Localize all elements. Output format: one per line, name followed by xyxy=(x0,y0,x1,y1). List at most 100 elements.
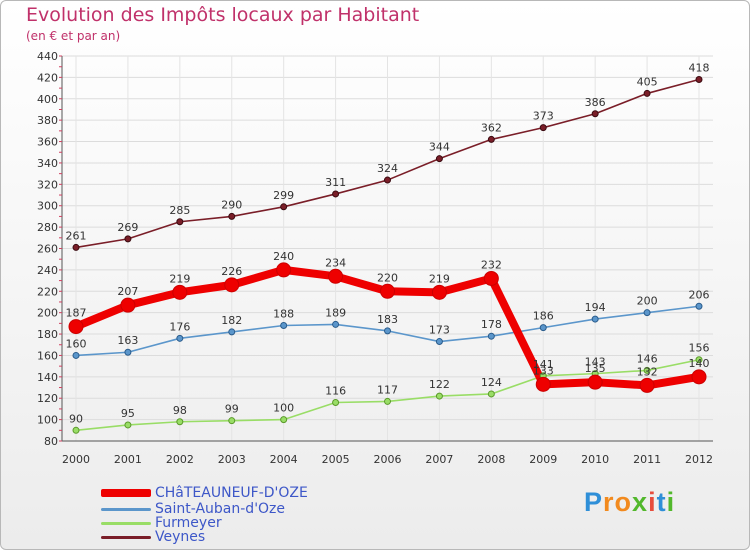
x-tick-label: 2000 xyxy=(62,453,90,466)
y-tick-label: 320 xyxy=(37,178,58,191)
x-tick-label: 2009 xyxy=(529,453,557,466)
data-label: 143 xyxy=(585,356,606,369)
data-label: 240 xyxy=(273,250,294,263)
logo-letter: x xyxy=(632,487,649,517)
data-label: 324 xyxy=(377,162,398,175)
y-tick-label: 100 xyxy=(37,414,58,427)
legend-item: Veynes xyxy=(101,530,205,544)
data-point xyxy=(435,392,443,400)
data-point xyxy=(176,334,184,342)
data-point xyxy=(276,262,292,278)
data-label: 269 xyxy=(117,221,138,234)
legend-label: CHâTEAUNEUF-D'OZE xyxy=(155,485,308,501)
y-tick-label: 240 xyxy=(37,264,58,277)
y-tick-label: 400 xyxy=(37,93,58,106)
data-label: 194 xyxy=(585,301,606,314)
data-label: 206 xyxy=(689,288,710,301)
data-label: 141 xyxy=(533,358,554,371)
legend-item: Furmeyer xyxy=(101,516,222,530)
data-point xyxy=(435,155,443,163)
y-tick-label: 180 xyxy=(37,328,58,341)
data-point xyxy=(487,390,495,398)
data-point xyxy=(124,235,132,243)
data-point xyxy=(124,421,132,429)
data-label: 290 xyxy=(221,198,242,211)
data-point xyxy=(332,320,340,328)
logo-letter: i xyxy=(648,487,657,517)
legend-swatch xyxy=(101,507,151,511)
data-points xyxy=(68,76,707,434)
tick-labels: 80 100 120 140 160 180 200 220 240 260 280 300 320 34… xyxy=(37,50,713,466)
data-label: 122 xyxy=(429,378,450,391)
data-label: 95 xyxy=(121,407,135,420)
x-tick-label: 2007 xyxy=(425,453,453,466)
data-point xyxy=(280,416,288,424)
data-label: 344 xyxy=(429,141,450,154)
data-labels: 261 269 285 290 299 311 324 344 362 373 386 405 418 9… xyxy=(66,62,710,426)
data-point xyxy=(328,268,344,284)
data-point xyxy=(68,319,84,335)
legend-label: Saint-Auban-d'Oze xyxy=(155,501,286,517)
data-label: 187 xyxy=(66,307,87,320)
y-tick-label: 420 xyxy=(37,71,58,84)
data-point xyxy=(695,302,703,310)
data-point xyxy=(591,315,599,323)
data-point xyxy=(535,376,551,392)
data-label: 405 xyxy=(637,75,658,88)
data-label: 219 xyxy=(429,272,450,285)
data-label: 90 xyxy=(69,412,83,425)
data-label: 160 xyxy=(66,337,87,350)
data-label: 189 xyxy=(325,306,346,319)
x-tick-label: 2001 xyxy=(114,453,142,466)
data-label: 188 xyxy=(273,308,294,321)
data-label: 234 xyxy=(325,256,346,269)
data-point xyxy=(487,332,495,340)
x-tick-label: 2002 xyxy=(166,453,194,466)
data-point xyxy=(172,284,188,300)
x-tick-label: 2006 xyxy=(374,453,402,466)
chart-title: Evolution des Impôts locaux par Habitant xyxy=(26,4,420,26)
logo-letter: r xyxy=(603,487,615,517)
data-label: 116 xyxy=(325,385,346,398)
data-point xyxy=(380,283,395,299)
proxiti-logo: Proxiti xyxy=(584,487,675,518)
data-point xyxy=(539,124,547,132)
y-tick-label: 440 xyxy=(37,50,58,63)
data-point xyxy=(332,190,340,198)
data-label: 100 xyxy=(273,402,294,415)
data-point xyxy=(691,369,707,385)
data-point xyxy=(280,203,288,211)
data-point xyxy=(431,284,447,300)
data-label: 261 xyxy=(66,229,87,242)
data-point xyxy=(228,212,236,220)
x-tick-label: 2010 xyxy=(581,453,609,466)
data-point xyxy=(695,76,703,84)
data-label: 178 xyxy=(481,318,502,331)
legend-label: Furmeyer xyxy=(155,515,222,531)
legend-swatch xyxy=(101,535,151,539)
data-label: 299 xyxy=(273,189,294,202)
data-point xyxy=(72,426,80,434)
x-tick-label: 2003 xyxy=(218,453,246,466)
y-tick-label: 160 xyxy=(37,349,58,362)
data-point xyxy=(72,351,80,359)
data-point xyxy=(120,297,136,313)
data-label: 386 xyxy=(585,96,606,109)
data-label: 285 xyxy=(169,204,190,217)
data-point xyxy=(228,417,236,425)
y-tick-label: 360 xyxy=(37,136,58,149)
data-label: 146 xyxy=(637,352,658,365)
data-point xyxy=(487,135,495,143)
data-point xyxy=(643,89,651,97)
data-label: 232 xyxy=(481,258,502,271)
data-point xyxy=(435,338,443,346)
data-label: 183 xyxy=(377,313,398,326)
data-label: 117 xyxy=(377,383,398,396)
axes xyxy=(59,55,713,442)
y-tick-label: 300 xyxy=(37,200,58,213)
data-point xyxy=(587,374,603,390)
data-point xyxy=(695,356,703,364)
data-point xyxy=(176,418,184,426)
